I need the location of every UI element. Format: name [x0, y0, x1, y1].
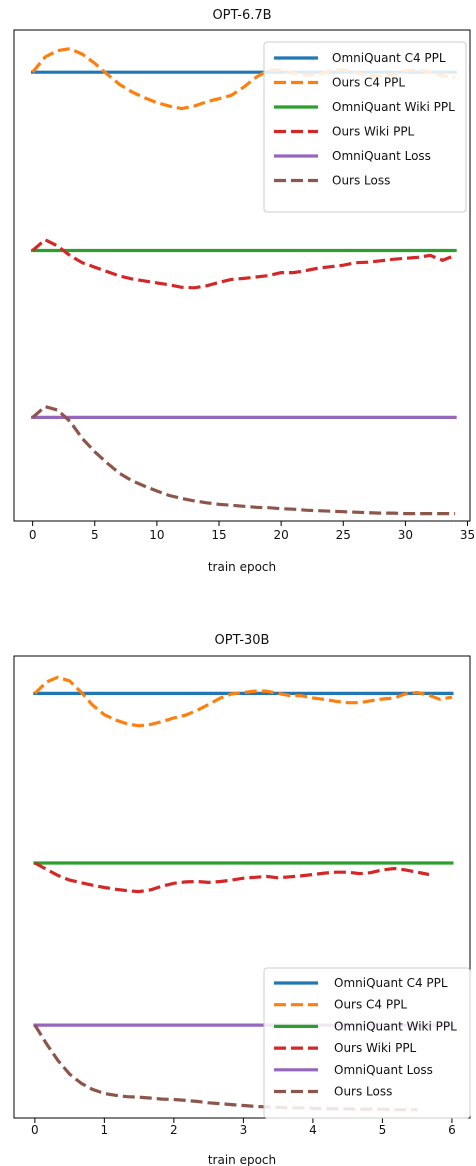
- plot-frame: [13, 655, 471, 1119]
- legend-label-omniquant-loss: OmniQuant Loss: [332, 149, 431, 163]
- chart-opt-6-7b: OPT-6.7B 0 5 10 15 20 25 30 35 train epoch OmniQua…: [13, 8, 475, 574]
- legend: OmniQuant C4 PPL Ours C4 PPL OmniQuant Wik…: [263, 41, 467, 213]
- chart-title: OPT-30B: [215, 633, 270, 648]
- plot-frame: [13, 29, 471, 522]
- x-tick-label: 1: [101, 1123, 109, 1137]
- chart-svg-opt-30b: OPT-30B 0 1 2 3 4 5 6 train epoch OmniQuant C4 PP…: [13, 633, 471, 1166]
- series-line-ours-loss: [31, 404, 456, 516]
- legend-label-ours-c4-ppl: Ours C4 PPL: [334, 998, 407, 1012]
- legend-label-omniquant-c4-ppl: OmniQuant C4 PPL: [332, 51, 446, 65]
- series-line-ours-c4-ppl: [31, 47, 456, 111]
- x-tick-label: 25: [336, 528, 351, 542]
- x-tick-label: 5: [91, 528, 99, 542]
- legend-label-ours-wiki-ppl: Ours Wiki PPL: [334, 1041, 417, 1055]
- legend: OmniQuant C4 PPL Ours C4 PPL OmniQuant Wik…: [263, 967, 471, 1119]
- x-axis-label: train epoch: [208, 1153, 276, 1166]
- legend-label-ours-loss: Ours Loss: [334, 1085, 392, 1099]
- x-tick-label: 5: [379, 1123, 387, 1137]
- series-line-ours-c4-ppl: [33, 675, 453, 728]
- legend-box: [263, 41, 467, 213]
- x-tick-label: 35: [460, 528, 475, 542]
- x-tick-label: 20: [273, 528, 288, 542]
- x-tick-label: 0: [29, 528, 37, 542]
- x-tick-label: 4: [309, 1123, 317, 1137]
- x-tick-label: 3: [240, 1123, 248, 1137]
- legend-label-omniquant-c4-ppl: OmniQuant C4 PPL: [334, 976, 448, 990]
- legend-label-omniquant-loss: OmniQuant Loss: [334, 1063, 433, 1077]
- x-tick-label: 10: [149, 528, 164, 542]
- legend-label-ours-wiki-ppl: Ours Wiki PPL: [332, 125, 415, 139]
- series-line-ours-wiki-ppl: [34, 861, 430, 894]
- x-tick-label: 15: [211, 528, 226, 542]
- x-tick-label: 30: [398, 528, 413, 542]
- x-axis-label: train epoch: [208, 560, 276, 574]
- series-line-ours-wiki-ppl: [31, 237, 456, 290]
- legend-label-ours-c4-ppl: Ours C4 PPL: [332, 76, 405, 90]
- legend-label-omniquant-wiki-ppl: OmniQuant Wiki PPL: [332, 100, 455, 114]
- legend-label-ours-loss: Ours Loss: [332, 174, 390, 188]
- x-tick-label: 2: [170, 1123, 178, 1137]
- chart-opt-30b: OPT-30B 0 1 2 3 4 5 6 train epoch OmniQuant C4 PP…: [0, 620, 476, 1166]
- chart-title: OPT-6.7B: [212, 8, 271, 23]
- legend-label-omniquant-wiki-ppl: OmniQuant Wiki PPL: [334, 1019, 457, 1033]
- x-tick-label: 6: [448, 1123, 456, 1137]
- chart-svg-opt-6-7b: OPT-6.7B 0 5 10 15 20 25 30 35 train epoch OmniQua…: [13, 8, 475, 574]
- x-tick-label: 0: [31, 1123, 39, 1137]
